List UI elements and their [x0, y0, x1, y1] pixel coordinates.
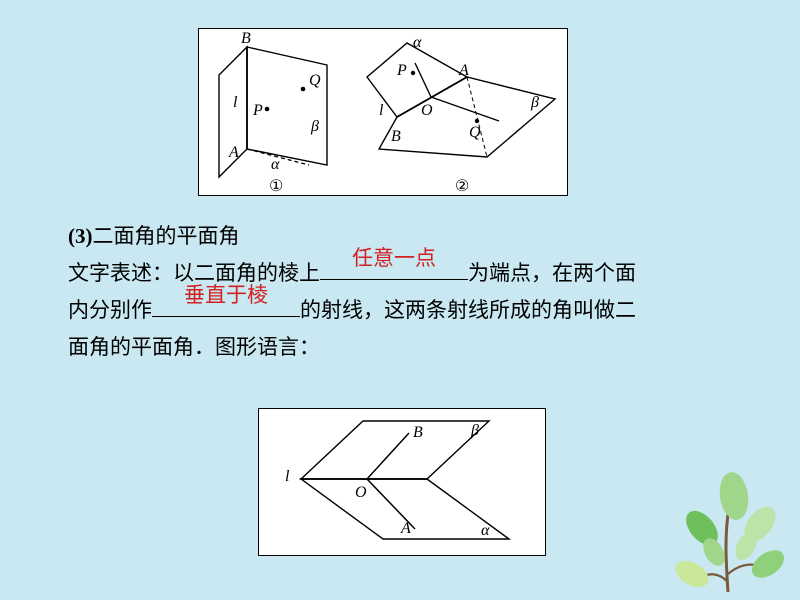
line4: 面角的平面角．图形语言：: [68, 329, 738, 366]
line3: 内分别作垂直于棱的射线，这两条射线所成的角叫做二: [68, 292, 738, 329]
plant-decoration: [668, 462, 788, 592]
line3a: 内分别作: [68, 298, 152, 322]
label-Ob: O: [355, 484, 367, 501]
index-2: ②: [455, 178, 469, 195]
line3b: 的射线，这两条射线所成的角叫做二: [300, 298, 636, 322]
label-l1: l: [233, 94, 238, 111]
label-beta2: β: [530, 94, 539, 111]
label-P2: P: [396, 62, 407, 79]
label-Q1: Q: [309, 72, 321, 89]
label-Bb: B: [413, 424, 423, 441]
figure-2: α P A β l O Q B ②: [367, 34, 555, 195]
top-figure-svg: B Q P l β A α ① α P: [199, 29, 569, 197]
top-figure-panel: B Q P l β A α ① α P: [198, 28, 568, 196]
label-B2: B: [391, 128, 401, 145]
fill-1: 任意一点: [320, 240, 468, 277]
label-alpha1: α: [271, 156, 280, 173]
figure-1: B Q P l β A α ①: [219, 30, 327, 195]
item-number: (3): [68, 224, 93, 248]
bottom-figure-svg: B β l O A α: [259, 409, 547, 557]
label-P1: P: [252, 102, 263, 119]
bottom-figure-panel: B β l O A α: [258, 408, 546, 556]
label-Q2: Q: [469, 124, 481, 141]
label-A2: A: [458, 62, 469, 79]
line1-rest: 二面角的平面角: [93, 224, 240, 248]
label-betab: β: [470, 422, 479, 439]
definition-text: (3)二面角的平面角 文字表述：以二面角的棱上任意一点为端点，在两个面 内分别作…: [68, 218, 738, 365]
label-B1: B: [241, 30, 251, 47]
line2b: 为端点，在两个面: [468, 261, 636, 285]
label-beta1: β: [310, 118, 319, 135]
index-1: ①: [269, 178, 283, 195]
label-A1: A: [228, 144, 239, 161]
blank-2: 垂直于棱: [152, 292, 300, 317]
label-alphab: α: [481, 522, 490, 539]
fill-2: 垂直于棱: [152, 277, 300, 314]
label-Ab: A: [400, 520, 411, 537]
label-lb: l: [285, 468, 290, 485]
plant-svg: [668, 462, 788, 592]
blank-1: 任意一点: [320, 255, 468, 280]
label-alpha2: α: [413, 34, 422, 51]
label-l2: l: [379, 102, 384, 119]
label-O2: O: [421, 102, 433, 119]
